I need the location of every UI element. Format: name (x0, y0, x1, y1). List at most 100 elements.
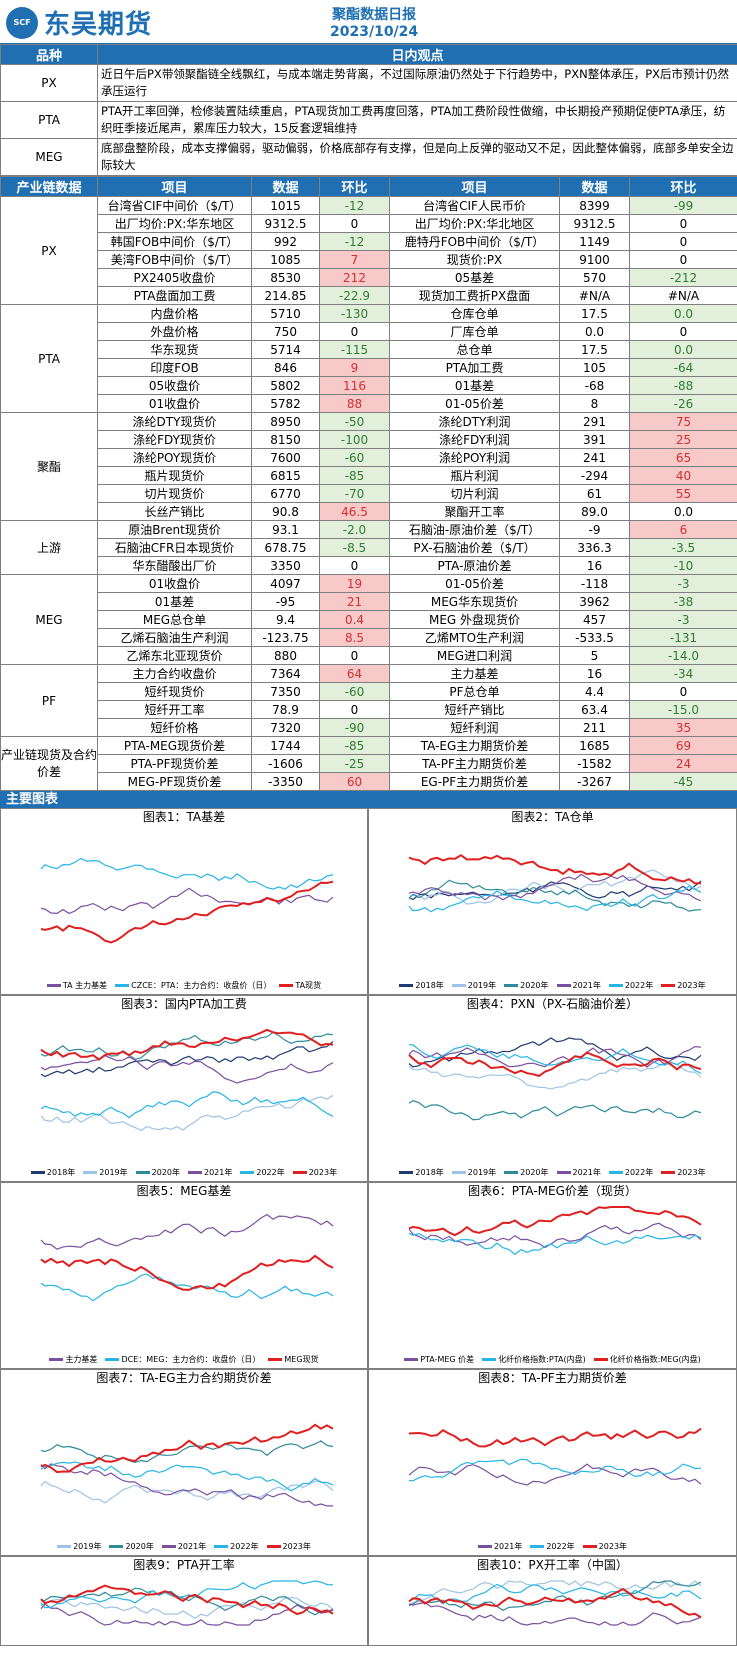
item-change: 64 (319, 664, 390, 683)
item-change: 55 (629, 484, 737, 503)
legend-swatch (451, 984, 466, 987)
item-value: 750 (251, 322, 320, 341)
col-value-2: 数据 (559, 176, 630, 197)
item-value: 90.8 (251, 502, 320, 521)
chart-series-line (40, 1463, 334, 1507)
legend-label: 2018年 (415, 981, 444, 990)
chart-title: 图表3：国内PTA加工费 (121, 997, 247, 1011)
item-name: 现货加工费折PX盘面 (389, 286, 560, 305)
item-name: 乙烯东北亚现货价 (97, 646, 252, 665)
item-name: 01-05价差 (389, 574, 560, 593)
item-value: 17.5 (559, 340, 630, 359)
item-value: 391 (559, 430, 630, 449)
chart-series-line (408, 1062, 702, 1090)
item-name: 05收盘价 (97, 376, 252, 395)
legend-label: 2023年 (282, 1542, 311, 1551)
legend-item: MEG现货 (268, 1354, 319, 1365)
item-change: 40 (629, 466, 737, 485)
chart-series-line (40, 1213, 334, 1250)
table-row: 长丝产销比 90.8 46.5 聚酯开工率 89.0 0.0 (1, 502, 737, 521)
item-change: 65 (629, 448, 737, 467)
item-name: 石脑油CFR日本现货价 (97, 538, 252, 557)
chart-plot (40, 1423, 334, 1507)
legend-label: PTA-MEG 价差 (420, 1355, 475, 1364)
legend-item: CZCE：PTA：主力合约：收盘价（日） (115, 980, 271, 991)
item-change: 88 (319, 394, 390, 413)
item-name: 瓶片现货价 (97, 466, 252, 485)
item-value: 3350 (251, 556, 320, 575)
legend-item: 2021年 (188, 1167, 232, 1178)
chart-series-line (40, 1094, 334, 1132)
chart-legend: 2018年 2019年 2020年 2021年 2022年 2023年 (369, 1167, 736, 1178)
chart-series-line (40, 1597, 334, 1620)
table-row: 出厂均价:PX:华东地区 9312.5 0 出厂均价:PX:华北地区 9312.5 0 (1, 214, 737, 233)
item-name: 05基差 (389, 268, 560, 287)
legend-item: 2023年 (266, 1541, 311, 1552)
legend-swatch (279, 984, 294, 987)
item-name: 台湾省CIF中间价（$/T） (97, 196, 252, 215)
logo-mark: SCF (6, 6, 38, 39)
item-change: #N/A (629, 286, 737, 305)
item-change: 0 (319, 214, 390, 233)
legend-item: 2020年 (109, 1541, 154, 1552)
item-value: 8399 (559, 196, 630, 215)
legend-label: 2019年 (73, 1542, 102, 1551)
item-value: 291 (559, 412, 630, 431)
item-value: 992 (251, 232, 320, 251)
item-name: 原油Brent现货价 (97, 520, 252, 539)
category-label: PX (0, 196, 98, 305)
legend-label: TA现货 (295, 981, 322, 990)
chart-series-line (408, 1051, 702, 1078)
item-value: 6770 (251, 484, 320, 503)
item-value: -9 (559, 520, 630, 539)
item-value: -3350 (251, 772, 320, 791)
legend-label: 2020年 (151, 1168, 180, 1177)
item-value: 16 (559, 556, 630, 575)
table-row: 短纤现货价 7350 -60 PF总仓单 4.4 0 (1, 682, 737, 701)
item-name: 韩国FOB中间价（$/T） (97, 232, 252, 251)
item-value: -123.75 (251, 628, 320, 647)
item-change: -88 (629, 376, 737, 395)
chart-series-line (408, 1583, 702, 1605)
chart-series-line (408, 1232, 702, 1256)
category-label: MEG (0, 574, 98, 665)
chart-series-line (408, 1580, 702, 1611)
item-name: 短纤价格 (97, 718, 252, 737)
item-change: -45 (629, 772, 737, 791)
view-label: PTA (0, 101, 98, 139)
item-change: 0 (319, 646, 390, 665)
legend-swatch (214, 1545, 229, 1548)
item-change: 7 (319, 250, 390, 269)
item-value: 7350 (251, 682, 320, 701)
item-name: 厂库仓单 (389, 322, 560, 341)
item-change: -115 (319, 340, 390, 359)
table-row: 05收盘价 5802 116 01基差 -68 -88 (1, 376, 737, 395)
item-name: MEG-PF现货价差 (97, 772, 252, 791)
item-change: 0 (319, 556, 390, 575)
item-name: 鹿特丹FOB中间价（$/T） (389, 232, 560, 251)
legend-item: 2022年 (530, 1541, 575, 1552)
legend-swatch (504, 1171, 519, 1174)
item-name: PTA加工费 (389, 358, 560, 377)
item-name: MEG进口利润 (389, 646, 560, 665)
legend-swatch (57, 1545, 72, 1548)
legend-swatch (83, 1171, 98, 1174)
item-name: 短纤开工率 (97, 700, 252, 719)
item-name: 01基差 (97, 592, 252, 611)
legend-item: 2018年 (399, 980, 444, 991)
legend-label: 2018年 (415, 1168, 444, 1177)
report-header: SCF 东吴期货 聚酯数据日报 2023/10/24 (0, 0, 737, 44)
legend-label: 2020年 (520, 1168, 549, 1177)
item-value: 8950 (251, 412, 320, 431)
chart-panel: 图表7：TA-EG主力合约期货价差 2019年 2020年 2021年 2022年 202… (0, 1369, 368, 1556)
legend-label: 2021年 (177, 1542, 207, 1551)
item-change: 0 (629, 682, 737, 701)
legend-label: 2021年 (493, 1542, 523, 1551)
item-name: 涤纶POY利润 (389, 448, 560, 467)
item-name: PTA-MEG现货价差 (97, 736, 252, 755)
legend-swatch (266, 1545, 281, 1548)
item-change: 0.0 (629, 304, 737, 323)
chart-series-line (40, 1041, 334, 1078)
item-name: 01-05价差 (389, 394, 560, 413)
item-change: -85 (319, 466, 390, 485)
